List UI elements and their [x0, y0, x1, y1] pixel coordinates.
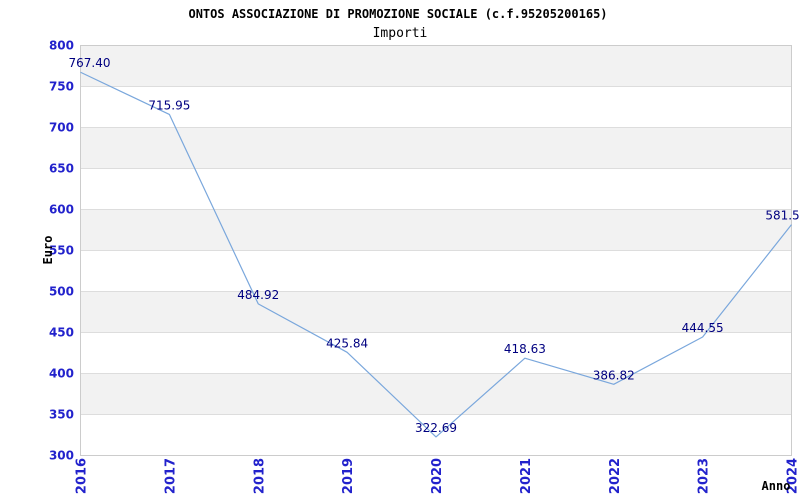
- y-tick-label: 500: [49, 285, 74, 299]
- y-tick-label: 550: [49, 244, 74, 258]
- y-tick-label: 300: [49, 449, 74, 463]
- x-tick-label: 2020: [430, 458, 445, 494]
- x-tick-label: 2019: [341, 458, 356, 494]
- data-point-label: 418.63: [504, 342, 546, 356]
- y-tick-label: 450: [49, 326, 74, 340]
- x-tick-label: 2024: [786, 458, 800, 494]
- x-tick-label: 2023: [697, 458, 712, 494]
- data-point-label: 581.5: [765, 209, 799, 223]
- y-tick-label: 350: [49, 408, 74, 422]
- grid-band: [80, 373, 792, 415]
- chart-subtitle: Importi: [373, 26, 428, 41]
- data-point-label: 322.69: [415, 421, 457, 435]
- data-point-label: 484.92: [237, 288, 279, 302]
- grid-band: [80, 209, 792, 251]
- x-tick-label: 2017: [163, 458, 178, 494]
- x-tick-label: 2018: [252, 458, 267, 494]
- data-point-label: 386.82: [593, 368, 635, 382]
- grid-band: [80, 291, 792, 333]
- y-tick-label: 800: [49, 39, 74, 53]
- x-tick-label: 2022: [608, 458, 623, 494]
- data-line: [80, 71, 792, 438]
- data-point-label: 444.55: [682, 321, 724, 335]
- y-tick-label: 400: [49, 367, 74, 381]
- x-tick-label: 2016: [75, 458, 90, 494]
- x-tick-label: 2021: [519, 458, 534, 494]
- y-tick-label: 700: [49, 121, 74, 135]
- chart-generated-layers: 300 350 400 450 500 550 600 650 700 750 800 2016 201…: [49, 39, 800, 495]
- grid-band: [80, 127, 792, 169]
- y-tick-label: 600: [49, 203, 74, 217]
- y-tick-label: 650: [49, 162, 74, 176]
- x-axis-title: Anno: [762, 479, 791, 493]
- data-point-label: 715.95: [148, 98, 190, 112]
- data-point-label: 425.84: [326, 336, 368, 350]
- y-axis-title: Euro: [41, 236, 55, 265]
- y-tick-label: 750: [49, 80, 74, 94]
- plot-border: [80, 45, 792, 456]
- data-point-label: 767.40: [69, 56, 111, 70]
- grid-band: [80, 45, 792, 87]
- chart-title: ONTOS ASSOCIAZIONE DI PROMOZIONE SOCIALE…: [188, 7, 607, 21]
